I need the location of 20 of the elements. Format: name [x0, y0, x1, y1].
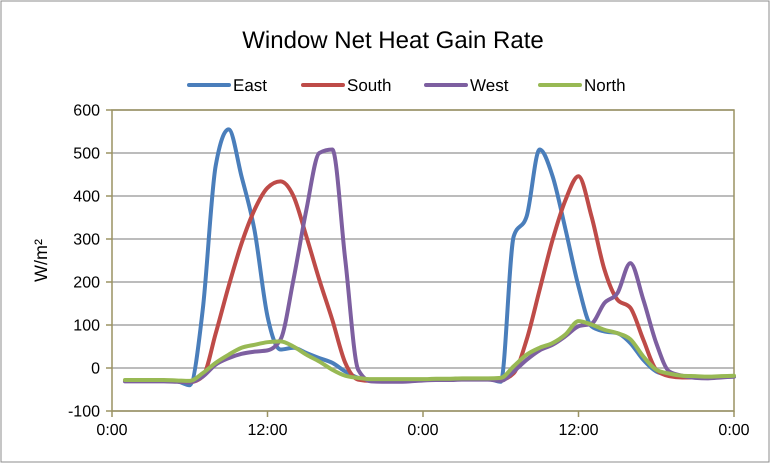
legend-label: South [347, 76, 392, 95]
y-tick-label: 200 [73, 274, 100, 292]
line-series [122, 319, 736, 383]
legend-label: East [233, 76, 268, 95]
y-axis-title: W/m² [31, 239, 51, 282]
x-tick-label: 0:00 [407, 422, 439, 439]
x-tick-label: 12:00 [558, 422, 599, 439]
y-tick-label: 0 [91, 360, 100, 378]
y-tick-label: -100 [68, 404, 100, 420]
x-tick-label: 0:00 [718, 422, 750, 439]
y-tick-label: 500 [73, 146, 100, 162]
x-tick-label: 0:00 [96, 422, 128, 439]
y-tick-label: 600 [73, 102, 100, 120]
legend-label: West [470, 76, 509, 95]
y-tick-label: 300 [73, 232, 100, 248]
y-tick-label: 100 [73, 318, 100, 334]
chart-title: Window Net Heat Gain Rate [242, 27, 544, 54]
y-tick-label: 400 [73, 188, 100, 206]
legend-label: North [584, 76, 626, 95]
x-tick-label: 12:00 [247, 422, 288, 439]
